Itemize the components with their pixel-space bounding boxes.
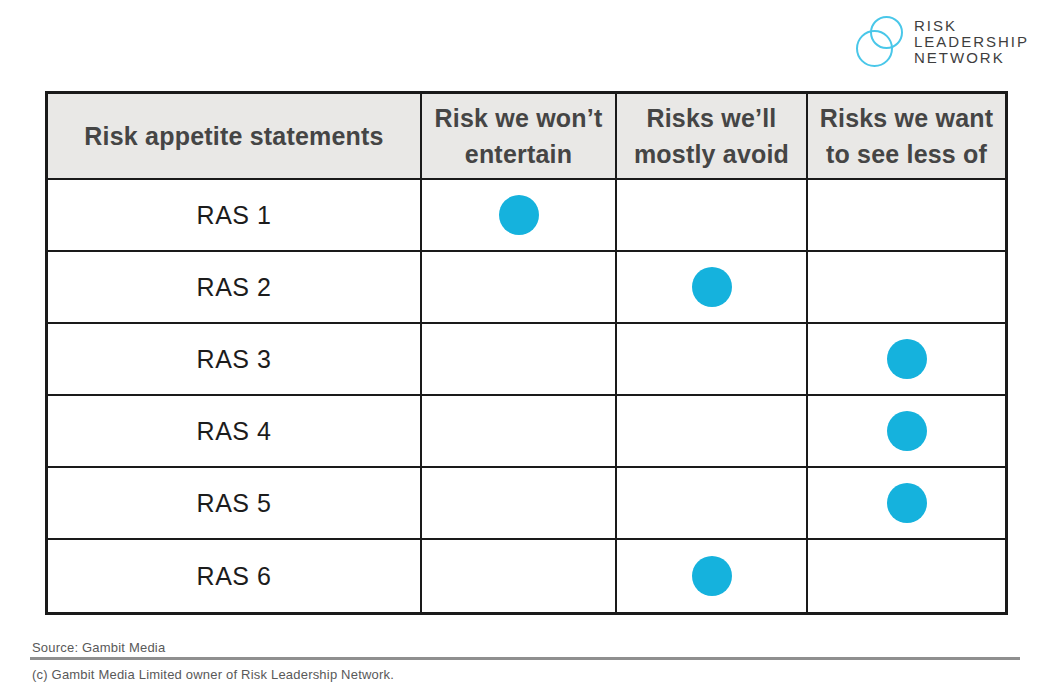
- risk-appetite-table: Risk appetite statements Risk we won’t e…: [45, 91, 1008, 615]
- table-cell: [617, 540, 808, 612]
- header-risks-well-mostly-avoid: Risks we’ll mostly avoid: [617, 94, 808, 180]
- footer-divider: [30, 657, 1020, 660]
- table-cell: [422, 540, 617, 612]
- table-cell: [422, 180, 617, 252]
- table-cell: [617, 252, 808, 324]
- row-label: RAS 1: [48, 180, 422, 252]
- risk-leadership-network-logo: RISK LEADERSHIP NETWORK: [855, 14, 1029, 68]
- table-row: RAS 4: [48, 396, 1005, 468]
- marker-dot-icon: [887, 339, 927, 379]
- table-cell: [617, 396, 808, 468]
- table-cell: [617, 180, 808, 252]
- table-cell: [617, 324, 808, 396]
- table-cell: [808, 180, 1005, 252]
- logo-line-leadership: LEADERSHIP: [914, 34, 1029, 50]
- header-risk-we-wont-entertain: Risk we won’t entertain: [422, 94, 617, 180]
- table-row: RAS 2: [48, 252, 1005, 324]
- table-row: RAS 5: [48, 468, 1005, 540]
- table-cell: [808, 396, 1005, 468]
- table-cell: [422, 252, 617, 324]
- table-cell: [422, 324, 617, 396]
- marker-dot-icon: [887, 411, 927, 451]
- source-note: Source: Gambit Media: [32, 640, 165, 655]
- page: RISK LEADERSHIP NETWORK Risk appetite st…: [0, 0, 1050, 700]
- row-label: RAS 2: [48, 252, 422, 324]
- logo-circle-bottom: [856, 30, 893, 67]
- table-header-row: Risk appetite statements Risk we won’t e…: [48, 94, 1005, 180]
- table-cell: [808, 324, 1005, 396]
- marker-dot-icon: [692, 556, 732, 596]
- table-cell: [422, 396, 617, 468]
- header-risks-we-want-to-see-less-of: Risks we want to see less of: [808, 94, 1005, 180]
- row-label: RAS 6: [48, 540, 422, 612]
- copyright-note: (c) Gambit Media Limited owner of Risk L…: [32, 667, 394, 682]
- header-risk-appetite-statements: Risk appetite statements: [48, 94, 422, 180]
- logo-wordmark: RISK LEADERSHIP NETWORK: [914, 14, 1029, 66]
- table-row: RAS 6: [48, 540, 1005, 612]
- table-cell: [808, 252, 1005, 324]
- row-label: RAS 4: [48, 396, 422, 468]
- table-row: RAS 3: [48, 324, 1005, 396]
- marker-dot-icon: [887, 483, 927, 523]
- logo-line-network: NETWORK: [914, 50, 1029, 66]
- row-label: RAS 3: [48, 324, 422, 396]
- table-body: RAS 1RAS 2RAS 3RAS 4RAS 5RAS 6: [48, 180, 1005, 612]
- table-cell: [617, 468, 808, 540]
- row-label: RAS 5: [48, 468, 422, 540]
- table-cell: [808, 540, 1005, 612]
- logo-line-risk: RISK: [914, 18, 1029, 34]
- table-cell: [808, 468, 1005, 540]
- table-cell: [422, 468, 617, 540]
- marker-dot-icon: [692, 267, 732, 307]
- overlapping-circles-icon: [855, 14, 907, 68]
- marker-dot-icon: [499, 195, 539, 235]
- table-row: RAS 1: [48, 180, 1005, 252]
